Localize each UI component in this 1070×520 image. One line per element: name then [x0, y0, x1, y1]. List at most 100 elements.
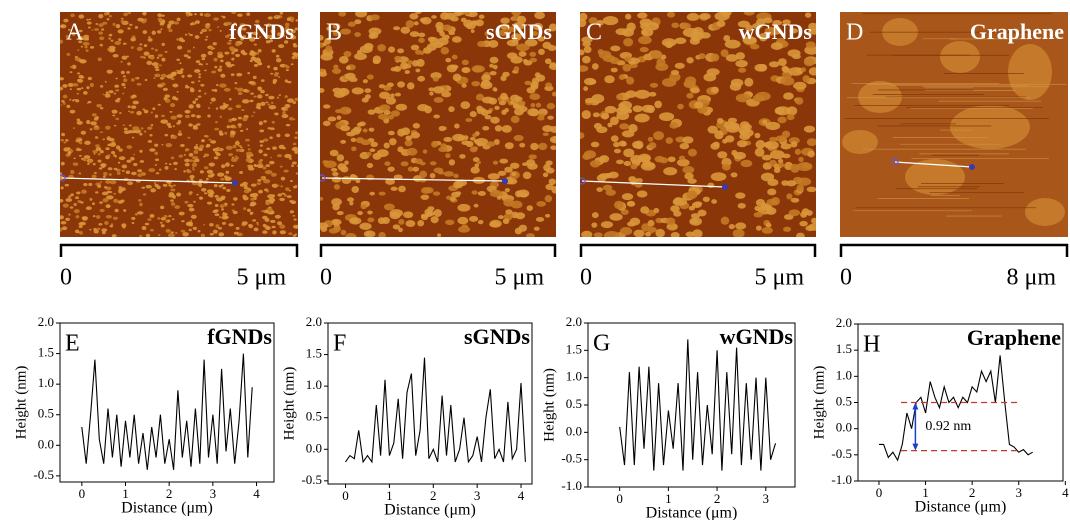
- texture-blob: [339, 106, 352, 115]
- texture-blob: [131, 216, 136, 221]
- texture-blob: [389, 209, 404, 217]
- texture-blob: [527, 108, 539, 117]
- texture-blob: [640, 206, 650, 214]
- texture-blob: [260, 89, 265, 94]
- texture-blob: [340, 139, 347, 144]
- texture-blob: [174, 205, 181, 209]
- texture-blob: [347, 21, 356, 27]
- texture-blob: [101, 28, 105, 31]
- texture-blob: [108, 37, 111, 40]
- texture-blob: [755, 140, 766, 149]
- texture-blob: [415, 49, 422, 55]
- texture-blob: [154, 48, 158, 52]
- texture-blob: [180, 143, 185, 148]
- panel-label: H: [863, 332, 880, 358]
- texture-blob: [320, 196, 324, 201]
- texture-blob: [502, 218, 510, 225]
- texture-blob: [286, 17, 292, 21]
- texture-blob: [431, 15, 437, 19]
- texture-blob: [295, 172, 298, 175]
- texture-blob: [194, 158, 200, 163]
- y-tick-label: 1.5: [38, 345, 54, 360]
- texture-blob: [201, 57, 206, 61]
- texture-blob: [699, 12, 711, 20]
- texture-blob: [235, 156, 239, 160]
- texture-blob: [242, 181, 248, 186]
- texture-blob: [172, 195, 176, 199]
- texture-blob: [193, 149, 199, 155]
- texture-blob: [99, 201, 104, 204]
- texture-blob: [378, 191, 386, 196]
- texture-blob: [63, 18, 69, 23]
- texture-blob: [80, 130, 87, 135]
- texture-blob: [331, 198, 342, 206]
- texture-blob: [259, 36, 262, 38]
- texture-blob: [449, 196, 456, 202]
- texture-blob: [368, 127, 375, 132]
- texture-blob: [210, 97, 216, 102]
- texture-blob: [70, 193, 74, 197]
- texture-blob: [619, 123, 630, 130]
- texture-blob: [251, 115, 254, 117]
- texture-blob: [105, 147, 110, 151]
- texture-blob: [271, 27, 275, 30]
- texture-blob: [471, 190, 478, 195]
- texture-blob: [117, 200, 124, 204]
- texture-blob: [679, 22, 692, 30]
- y-tick-label: 0.0: [836, 420, 852, 435]
- texture-blob: [372, 152, 382, 160]
- texture-blob: [394, 55, 402, 61]
- texture-blob: [112, 54, 119, 58]
- texture-blob: [188, 13, 193, 16]
- x-tick-label: 4: [518, 488, 525, 503]
- texture-blob: [145, 184, 152, 189]
- texture-blob: [252, 219, 257, 222]
- texture-blob: [217, 68, 223, 72]
- texture-blob: [490, 116, 500, 124]
- texture-blob: [412, 122, 421, 129]
- texture-blob: [159, 22, 165, 26]
- texture-blob: [265, 101, 269, 104]
- texture-blob: [173, 97, 177, 100]
- texture-blob: [295, 225, 298, 229]
- texture-blob: [97, 159, 102, 163]
- texture-blob: [538, 142, 548, 151]
- texture-blob: [489, 63, 494, 68]
- texture-blob: [274, 112, 279, 116]
- texture-blob: [89, 45, 95, 49]
- texture-blob: [121, 55, 128, 60]
- texture-blob: [123, 42, 127, 45]
- texture-blob: [279, 165, 283, 168]
- texture-blob: [262, 230, 268, 234]
- texture-blob: [333, 64, 339, 69]
- texture-blob: [526, 205, 534, 211]
- texture-blob: [694, 201, 703, 207]
- texture-blob: [80, 45, 83, 48]
- texture-blob: [270, 219, 276, 224]
- texture-blob: [415, 68, 421, 73]
- texture-blob: [60, 77, 65, 81]
- texture-blob: [140, 127, 144, 130]
- texture-blob: [355, 12, 368, 18]
- texture-blob: [290, 19, 294, 23]
- texture-blob: [68, 213, 71, 216]
- texture-blob: [689, 87, 700, 94]
- texture-blob: [113, 198, 119, 203]
- texture-blob: [157, 17, 163, 22]
- texture-blob: [682, 136, 694, 144]
- texture-blob: [154, 114, 159, 118]
- texture-blob: [320, 71, 328, 77]
- texture-blob: [116, 145, 121, 150]
- texture-blob: [722, 138, 728, 144]
- texture-blob: [110, 39, 114, 42]
- texture-blob: [707, 182, 715, 189]
- texture-blob: [461, 67, 471, 74]
- texture-blob: [529, 51, 537, 57]
- texture-blob: [65, 198, 73, 202]
- texture-blob: [538, 48, 545, 55]
- texture-blob: [420, 17, 432, 25]
- texture-blob: [356, 49, 363, 55]
- texture-blob: [76, 118, 81, 122]
- texture-blob: [477, 160, 481, 165]
